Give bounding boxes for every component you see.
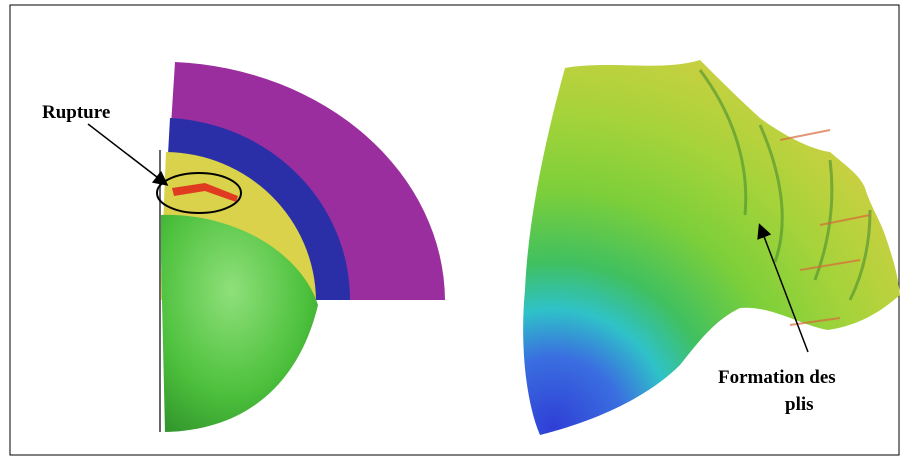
punch-sphere: [160, 214, 318, 432]
left-simulation: Rupture: [42, 62, 445, 432]
rupture-label: Rupture: [42, 102, 110, 123]
strain-streaks: [779, 129, 871, 326]
deformed-blank: [523, 60, 900, 435]
rupture-zone: [172, 183, 238, 202]
wrinkle-arrow: [757, 223, 809, 353]
wrinkle-label-line2: plis: [785, 394, 814, 415]
rupture-arrow: [87, 123, 169, 186]
rupture-circle: [156, 172, 242, 214]
wrinkle-label-line1: Formation des: [718, 367, 836, 388]
right-simulation: Formation des plis: [523, 60, 900, 435]
